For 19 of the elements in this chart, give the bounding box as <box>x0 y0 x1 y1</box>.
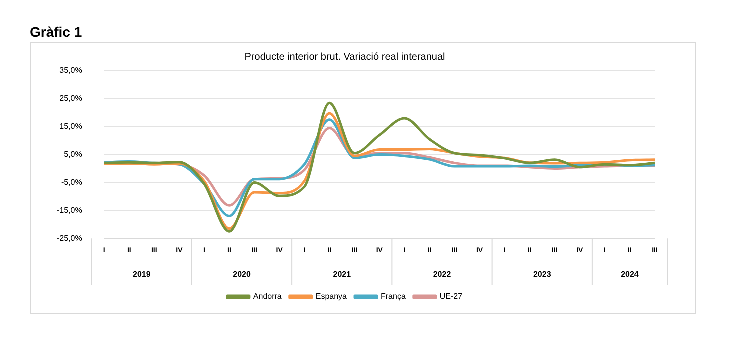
legend-label: UE-27 <box>440 292 464 302</box>
y-tick-label: 5,0% <box>64 150 82 160</box>
text: 2023 <box>533 270 552 280</box>
y-tick-label: 35,0% <box>60 66 82 76</box>
legend-label: Espanya <box>316 292 348 302</box>
text: 2019 <box>132 270 152 280</box>
text: 2021 <box>333 270 352 280</box>
text: 2022 <box>433 270 452 280</box>
text: 2020 <box>233 270 252 280</box>
y-tick-label: -5,0% <box>61 178 82 187</box>
chart-subtitle: Producte interior brut. Variació real interanual <box>244 52 446 63</box>
legend-label: França <box>381 292 406 302</box>
y-tick-label: 25,0% <box>60 94 82 104</box>
y-tick-label: -15,0% <box>56 206 82 215</box>
y-tick-label: -25,0% <box>56 234 82 243</box>
text: 2024 <box>621 270 640 280</box>
legend-label: Andorra <box>253 292 282 302</box>
chart-title: Gràfic 1 <box>30 24 82 40</box>
y-tick-label: 15,0% <box>60 122 82 132</box>
